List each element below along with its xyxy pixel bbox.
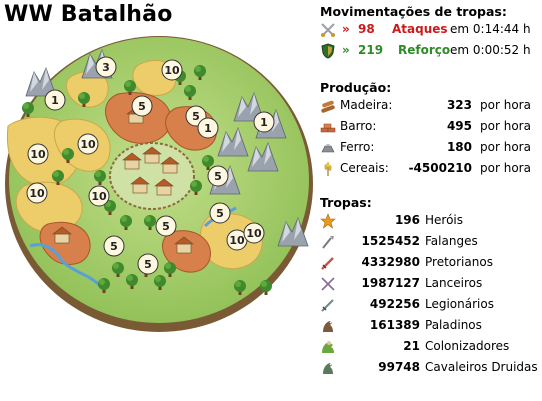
village-title: WW Batalhão xyxy=(4,2,173,27)
attack-time: em 0:14:44 h xyxy=(450,22,531,36)
wood-icon xyxy=(320,98,336,114)
production-panel: Produção: Madeira: 323 por hora Barro: 4… xyxy=(320,80,542,179)
reinforcement-label[interactable]: Reforço xyxy=(398,43,451,57)
hero-icon xyxy=(320,213,336,229)
field-level-label: 10 xyxy=(80,138,96,151)
field-level-marker[interactable] xyxy=(77,133,99,155)
troop-row-legionnaire[interactable]: 492256 Legionários xyxy=(320,294,542,315)
troop-row-paladin[interactable]: 161389 Paladinos xyxy=(320,315,542,336)
production-row-clay: Barro: 495 por hora xyxy=(320,116,542,137)
production-title: Produção: xyxy=(320,80,392,95)
reinforcement-count: 219 xyxy=(358,43,384,57)
troops-panel: Tropas: 196 Heróis 1525452 Falanges 4332… xyxy=(320,195,542,378)
field-level-label: 10 xyxy=(29,187,45,200)
troop-row-druid-rider[interactable]: 99748 Cavaleiros Druidas xyxy=(320,357,542,378)
movement-row-reinforcement[interactable]: » 219 Reforço em 0:00:52 h xyxy=(320,40,542,61)
field-level-label: 10 xyxy=(229,234,245,247)
attack-label[interactable]: Ataques xyxy=(392,22,448,36)
field-level-label: 10 xyxy=(30,148,46,161)
field-level-marker[interactable] xyxy=(161,59,183,81)
field-level-label: 10 xyxy=(91,190,107,203)
reinforcement-time: em 0:00:52 h xyxy=(450,43,531,57)
field-level-label: 3 xyxy=(102,61,110,74)
field-level-marker[interactable] xyxy=(243,222,265,244)
field-level-label: 5 xyxy=(138,100,146,113)
legionnaire-icon xyxy=(320,297,336,313)
movements-title: Movimentações de tropas: xyxy=(320,4,507,19)
field-level-marker[interactable] xyxy=(95,56,117,78)
field-level-label: 5 xyxy=(144,258,152,271)
troop-row-settler[interactable]: 21 Colonizadores xyxy=(320,336,542,357)
attack-swords-icon xyxy=(320,22,336,38)
field-level-label: 5 xyxy=(216,207,224,220)
clay-icon xyxy=(320,119,336,135)
movements-panel: Movimentações de tropas: » 98 Ataques em… xyxy=(320,4,542,61)
field-level-marker[interactable] xyxy=(88,185,110,207)
movement-arrow: » xyxy=(342,22,350,36)
crop-icon xyxy=(320,161,336,177)
reinforcement-shield-icon xyxy=(320,43,336,59)
troop-row-hero[interactable]: 196 Heróis xyxy=(320,210,542,231)
field-level-marker[interactable] xyxy=(131,95,153,117)
movement-row-attacks[interactable]: » 98 Ataques em 0:14:44 h xyxy=(320,19,542,40)
movement-arrow: » xyxy=(342,43,350,57)
troops-title: Tropas: xyxy=(320,195,372,210)
field-level-marker[interactable] xyxy=(44,89,66,111)
field-level-label: 1 xyxy=(204,122,212,135)
field-level-marker[interactable] xyxy=(209,202,231,224)
field-level-marker[interactable] xyxy=(197,117,219,139)
field-level-label: 5 xyxy=(214,170,222,183)
production-row-iron: Ferro: 180 por hora xyxy=(320,137,542,158)
production-row-wood: Madeira: 323 por hora xyxy=(320,95,542,116)
field-level-label: 5 xyxy=(192,110,200,123)
field-level-label: 10 xyxy=(246,227,262,240)
iron-icon xyxy=(320,140,336,156)
field-level-label: 5 xyxy=(110,240,118,253)
field-level-label: 1 xyxy=(260,116,268,129)
field-level-marker[interactable] xyxy=(207,165,229,187)
field-level-label: 1 xyxy=(51,94,59,107)
druid-rider-icon xyxy=(320,360,336,376)
field-level-marker[interactable] xyxy=(27,143,49,165)
field-level-marker[interactable] xyxy=(155,215,177,237)
lancer-icon xyxy=(320,276,336,292)
field-level-label: 10 xyxy=(164,64,180,77)
troop-row-praetorian[interactable]: 4332980 Pretorianos xyxy=(320,252,542,273)
praetorian-icon xyxy=(320,255,336,271)
field-level-label: 5 xyxy=(162,220,170,233)
field-level-marker[interactable] xyxy=(137,253,159,275)
attack-count: 98 xyxy=(358,22,375,36)
field-level-marker[interactable] xyxy=(26,182,48,204)
field-level-marker[interactable] xyxy=(253,111,275,133)
field-level-marker[interactable] xyxy=(103,235,125,257)
production-row-crop: Cereais: -4500210 por hora xyxy=(320,158,542,179)
troop-row-phalanx[interactable]: 1525452 Falanges xyxy=(320,231,542,252)
troop-row-lancer[interactable]: 1987127 Lanceiros xyxy=(320,273,542,294)
phalanx-icon xyxy=(320,234,336,250)
settler-icon xyxy=(320,339,336,355)
paladin-icon xyxy=(320,318,336,334)
